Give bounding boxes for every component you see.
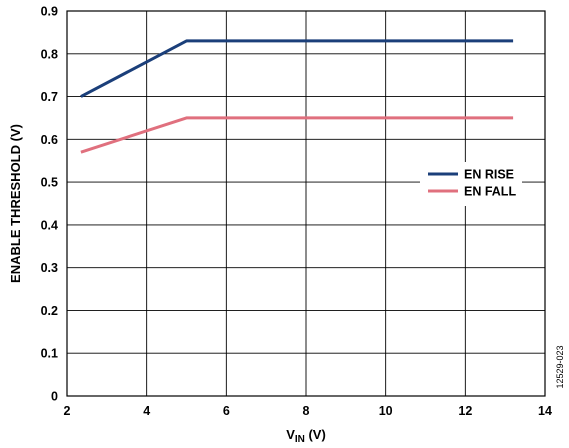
y-axis-label: ENABLE THRESHOLD (V) xyxy=(8,124,23,283)
y-tick-label: 0.2 xyxy=(41,304,58,318)
legend: EN RISE EN FALL xyxy=(420,162,522,206)
figure-id: 12529-023 xyxy=(555,345,565,388)
x-tick-label: 12 xyxy=(458,404,472,418)
series-group xyxy=(80,39,514,154)
x-tick-label: 2 xyxy=(64,404,71,418)
y-tick-label: 0.6 xyxy=(41,133,58,147)
y-tick-label: 0.5 xyxy=(41,176,58,190)
legend-label-en-rise: EN RISE xyxy=(464,168,514,182)
x-axis-label: VIN (V) xyxy=(286,427,326,445)
x-tick-label: 4 xyxy=(143,404,150,418)
x-tick-label: 8 xyxy=(303,404,310,418)
legend-label-en-fall: EN FALL xyxy=(464,185,516,199)
x-axis-label-main: V xyxy=(286,427,295,442)
plot-frame xyxy=(66,10,546,397)
tick-labels: 2 4 6 8 10 12 14 0 0.1 0.2 0.3 0.4 0.5 0.6 0.7 0.8 0.9 xyxy=(41,5,552,419)
y-tick-label: 0.3 xyxy=(41,261,58,275)
y-tick-label: 0.4 xyxy=(41,218,58,232)
y-tick-label: 0 xyxy=(51,390,58,404)
y-tick-label: 0.8 xyxy=(41,47,58,61)
y-tick-label: 0.1 xyxy=(41,347,58,361)
x-axis-label-subscript: IN xyxy=(295,434,305,445)
x-tick-label: 10 xyxy=(379,404,393,418)
series-line-en-fall xyxy=(80,116,514,154)
y-tick-label: 0.9 xyxy=(41,5,58,19)
legend-background xyxy=(420,162,522,206)
series-line-en-rise xyxy=(80,39,514,98)
x-axis-label-unit: (V) xyxy=(305,427,326,442)
y-tick-label: 0.7 xyxy=(41,90,58,104)
x-tick-label: 14 xyxy=(538,404,552,418)
x-tick-label: 6 xyxy=(223,404,230,418)
